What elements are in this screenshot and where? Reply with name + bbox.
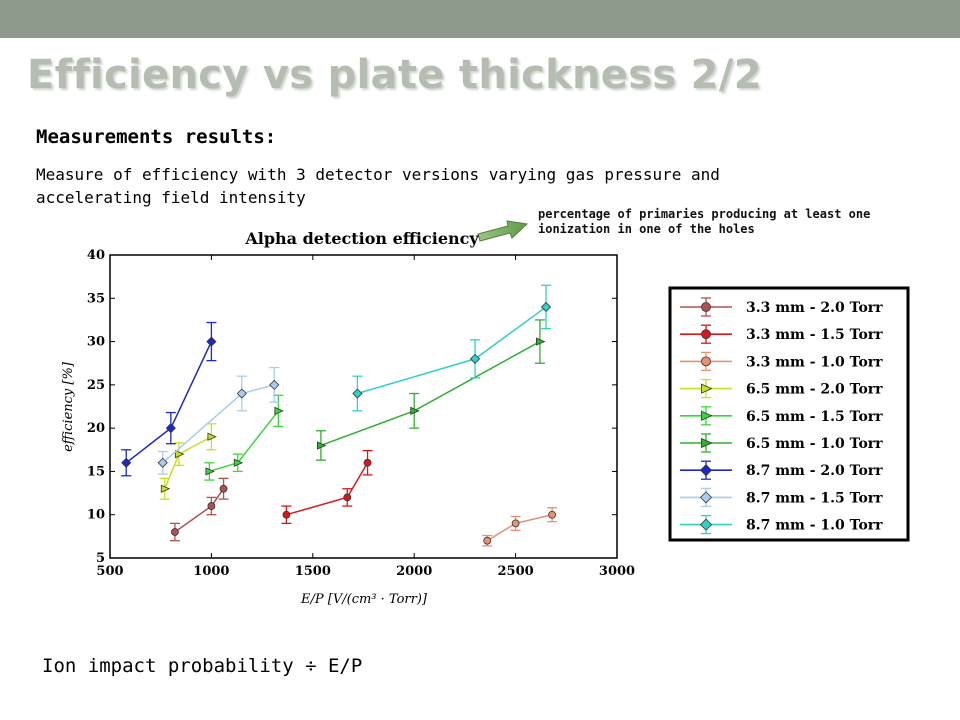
y-tick-label: 25 — [87, 378, 105, 393]
data-point — [410, 406, 420, 415]
legend-marker — [701, 437, 713, 449]
data-point — [483, 536, 492, 545]
data-point — [548, 510, 557, 519]
data-point — [207, 432, 217, 441]
data-point — [536, 337, 546, 346]
data-point — [121, 457, 132, 468]
data-point — [269, 379, 280, 390]
legend-item: 8.7 mm - 1.5 Torr — [680, 487, 883, 508]
y-tick-label: 20 — [87, 421, 105, 436]
data-point — [317, 441, 327, 450]
annotation-arrow — [477, 220, 529, 242]
legend-marker — [701, 329, 711, 340]
series-line — [174, 488, 225, 533]
series — [169, 477, 229, 542]
series — [352, 284, 552, 412]
series — [204, 394, 284, 481]
legend-marker — [699, 518, 713, 531]
data-point — [511, 519, 520, 528]
legend-item: 8.7 mm - 1.0 Torr — [680, 514, 883, 535]
series-line — [209, 410, 279, 473]
series — [159, 423, 217, 500]
y-tick-label: 10 — [87, 508, 105, 523]
legend-marker — [699, 491, 713, 504]
legend-label: 6.5 mm - 2.0 Torr — [746, 382, 883, 398]
top-bar — [0, 0, 960, 38]
annotation-text: percentage of primaries producing at lea… — [538, 207, 871, 236]
data-point — [170, 528, 179, 536]
data-point — [352, 388, 363, 399]
legend-item: 6.5 mm - 1.5 Torr — [680, 406, 883, 426]
data-point — [236, 388, 247, 399]
legend-marker — [699, 464, 713, 477]
legend-label: 3.3 mm - 1.0 Torr — [746, 354, 883, 370]
legend-label: 8.7 mm - 1.5 Torr — [746, 490, 883, 506]
data-point — [363, 458, 372, 467]
legend-marker — [701, 356, 711, 367]
y-tick-label: 5 — [96, 551, 105, 566]
data-point — [469, 353, 481, 364]
x-tick-label: 1000 — [193, 564, 229, 579]
y-axis-label: efficiency [%] — [61, 361, 76, 452]
legend-marker — [701, 410, 713, 421]
legend-item: 8.7 mm - 2.0 Torr — [680, 460, 883, 480]
legend-label: 6.5 mm - 1.5 Torr — [746, 409, 883, 425]
footer-note: Ion impact probability ÷ E/P — [42, 655, 363, 677]
x-tick-label: 2000 — [396, 564, 432, 579]
x-tick-label: 2500 — [498, 564, 534, 579]
plot-frame — [109, 254, 618, 559]
x-tick-label: 1500 — [295, 564, 331, 579]
legend-item: 3.3 mm - 2.0 Torr — [680, 297, 883, 317]
y-tick-label: 35 — [87, 291, 105, 306]
data-point — [219, 484, 228, 493]
series — [157, 366, 280, 475]
data-point — [207, 502, 216, 510]
series-line — [286, 462, 369, 516]
data-point — [165, 423, 176, 434]
legend-marker — [701, 302, 711, 312]
data-point — [157, 457, 168, 468]
data-point — [540, 301, 552, 313]
data-point — [274, 406, 284, 415]
description-text: Measure of efficiency with 3 detector ve… — [36, 165, 720, 207]
legend-item: 3.3 mm - 1.5 Torr — [680, 324, 883, 344]
section-heading: Measurements results: — [36, 126, 277, 148]
data-point — [160, 484, 171, 493]
y-tick-label: 30 — [87, 335, 105, 350]
legend-label: 6.5 mm - 1.0 Torr — [746, 436, 883, 452]
slide-title: Efficiency vs plate thickness 2/2 — [27, 52, 762, 98]
legend-label: 8.7 mm - 1.0 Torr — [746, 518, 883, 534]
x-tick-label: 500 — [96, 564, 123, 579]
data-point — [205, 467, 215, 476]
legend-marker — [701, 383, 713, 394]
series — [121, 321, 217, 477]
series-line — [125, 341, 213, 464]
series-line — [357, 306, 547, 395]
data-point — [343, 493, 352, 502]
legend-label: 3.3 mm - 2.0 Torr — [746, 300, 883, 316]
x-tick-label: 3000 — [599, 564, 635, 579]
data-point — [282, 510, 291, 519]
legend-item: 6.5 mm - 2.0 Torr — [680, 378, 883, 399]
series — [281, 450, 373, 525]
series-line — [486, 513, 553, 542]
data-point — [206, 336, 217, 347]
y-tick-label: 15 — [87, 464, 105, 479]
legend-label: 3.3 mm - 1.5 Torr — [746, 327, 883, 343]
legend-item: 3.3 mm - 1.0 Torr — [680, 351, 883, 372]
series — [482, 507, 558, 547]
series — [315, 319, 546, 461]
x-axis-label: E/P [V/(cm³ · Torr)] — [300, 592, 428, 607]
legend-label: 8.7 mm - 2.0 Torr — [746, 463, 883, 479]
chart-title: Alpha detection efficiency — [244, 229, 479, 248]
data-point — [175, 450, 185, 459]
data-point — [233, 458, 244, 467]
legend-item: 6.5 mm - 1.0 Torr — [680, 433, 883, 453]
y-tick-label: 40 — [87, 248, 105, 263]
